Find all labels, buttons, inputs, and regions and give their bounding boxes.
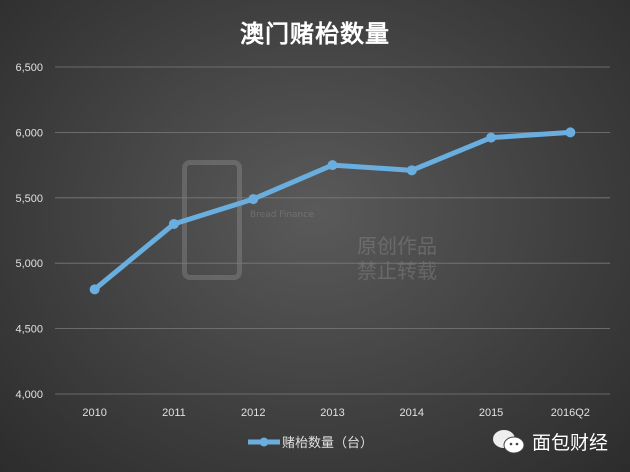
brand-name: 面包财经 bbox=[531, 432, 608, 454]
y-tick-label: 4,500 bbox=[15, 324, 43, 336]
data-point bbox=[406, 165, 417, 176]
x-tick-label: 2014 bbox=[400, 407, 424, 419]
data-point bbox=[565, 127, 576, 138]
brand: 面包财经 bbox=[492, 428, 608, 455]
data-point bbox=[248, 194, 259, 205]
legend-label: 赌枱数量（台） bbox=[282, 436, 373, 451]
y-tick-label: 6,500 bbox=[15, 62, 43, 74]
series-line bbox=[93, 129, 571, 292]
x-tick-label: 2012 bbox=[241, 407, 265, 419]
y-tick-label: 6,000 bbox=[15, 127, 43, 139]
wechat-icon bbox=[492, 429, 525, 453]
y-tick-label: 5,000 bbox=[15, 258, 43, 270]
legend-marker bbox=[259, 437, 269, 447]
y-tick-label: 5,500 bbox=[15, 193, 43, 205]
x-tick-label: 2013 bbox=[320, 407, 344, 419]
data-point bbox=[168, 218, 179, 229]
data-point bbox=[327, 160, 338, 171]
data-point bbox=[89, 284, 100, 295]
x-tick-label: 2010 bbox=[82, 407, 106, 419]
chart-title: 澳门赌枱数量 bbox=[240, 20, 390, 48]
x-tick-label: 2016Q2 bbox=[551, 407, 590, 419]
x-tick-label: 2011 bbox=[162, 407, 186, 419]
x-tick-label: 2015 bbox=[479, 407, 503, 419]
data-point bbox=[486, 132, 497, 143]
y-tick-label: 4,000 bbox=[15, 389, 43, 401]
